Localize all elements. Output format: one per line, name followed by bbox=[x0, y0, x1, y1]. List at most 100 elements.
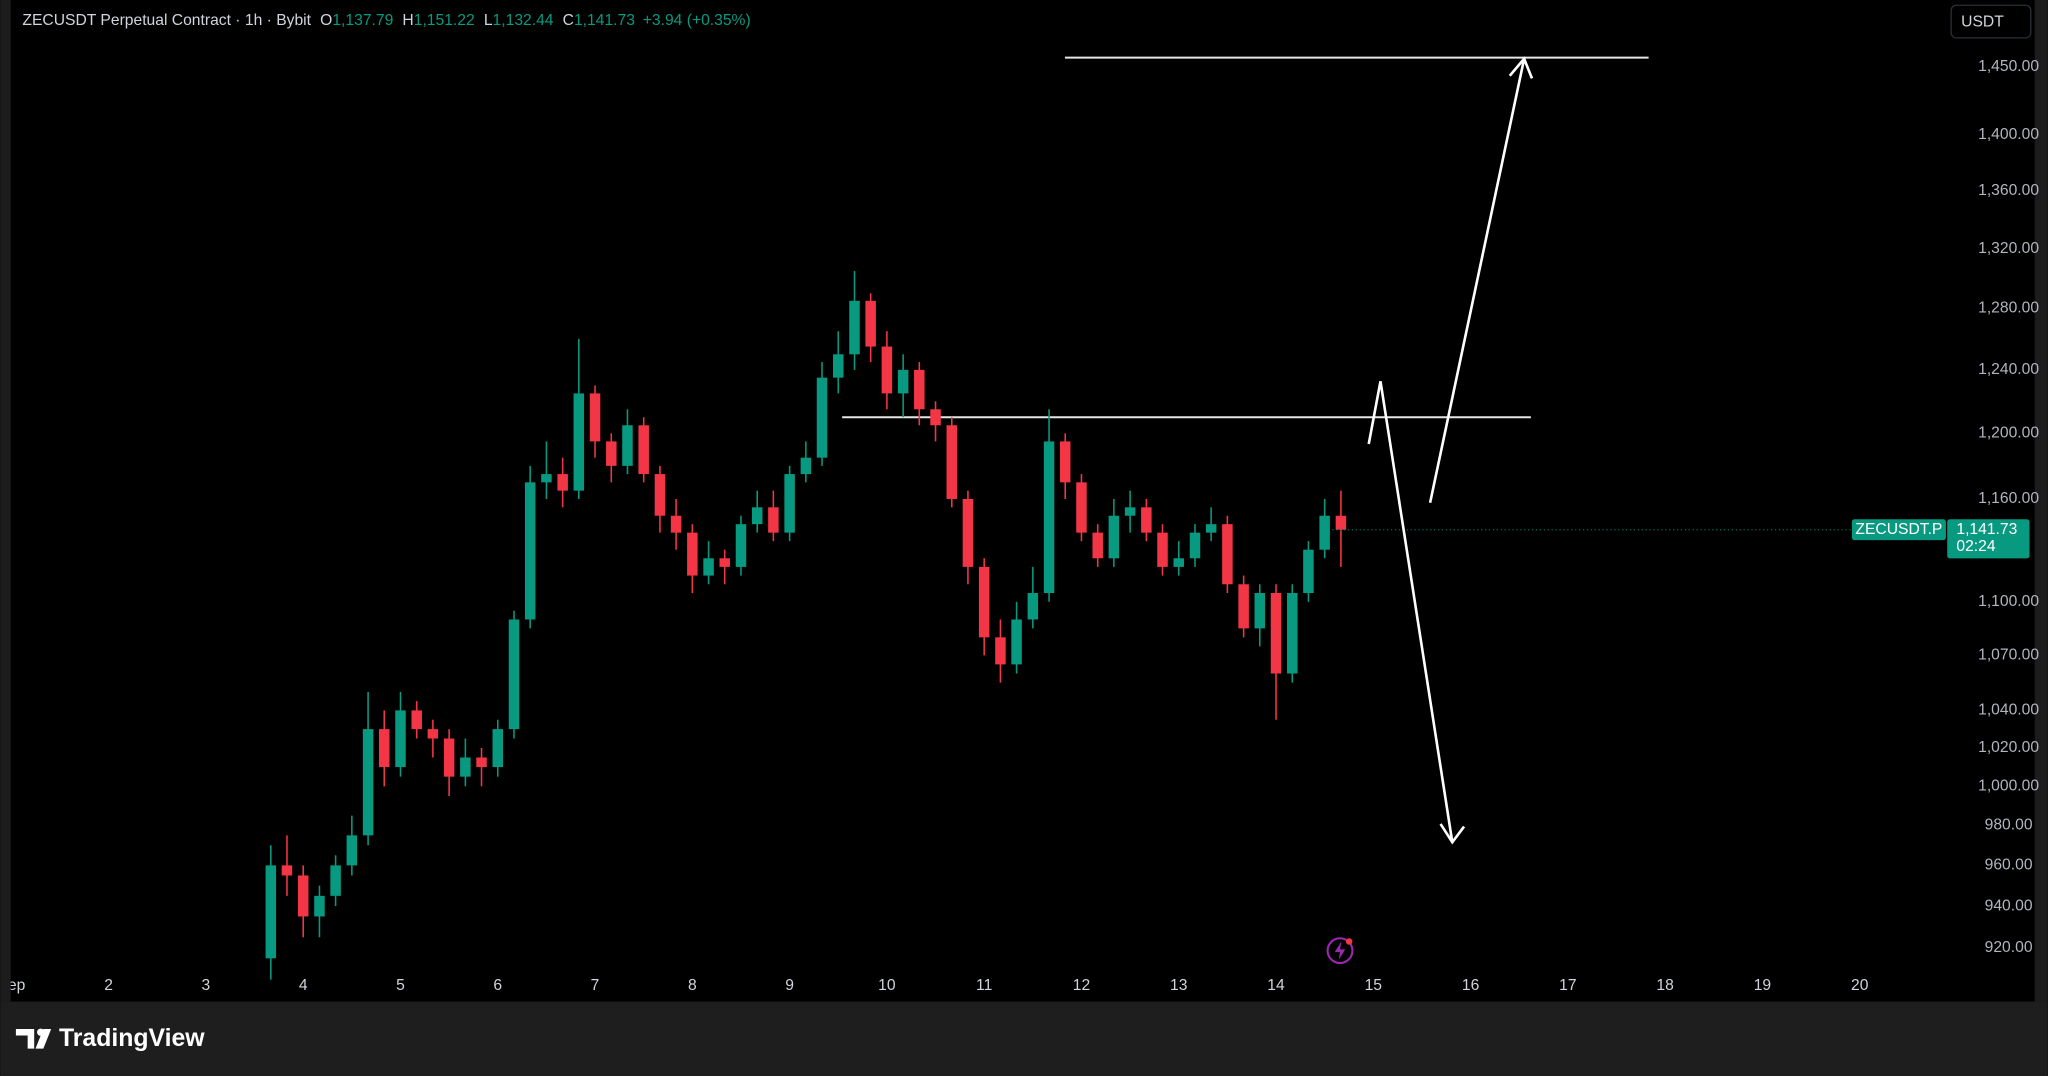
candle-body bbox=[1189, 532, 1201, 559]
candle-body bbox=[1108, 515, 1120, 559]
left-strip bbox=[0, 0, 11, 1002]
candle-body bbox=[703, 558, 714, 576]
footer bbox=[0, 1001, 2048, 1076]
candle-body bbox=[1043, 441, 1055, 594]
candle-body bbox=[265, 865, 277, 959]
x-tick-label: 19 bbox=[1754, 977, 1771, 994]
symbol-tag bbox=[1851, 519, 1946, 541]
candle-body bbox=[800, 457, 812, 475]
brand[interactable]: TradingView bbox=[15, 1025, 205, 1052]
y-tick-label: 920.00 bbox=[1985, 939, 2033, 956]
x-tick-label: 6 bbox=[493, 977, 502, 994]
price-tag bbox=[1947, 519, 2030, 559]
candle-body bbox=[946, 425, 958, 499]
candle-body bbox=[670, 515, 682, 533]
legend-header: ZECUSDT Perpetual Contract · 1h · Bybit O… bbox=[22, 12, 750, 29]
currency-button[interactable]: USDT bbox=[1950, 4, 2032, 39]
down-arrow-head bbox=[1439, 823, 1466, 845]
candle-body bbox=[1303, 549, 1314, 594]
y-tick-label: 1,000.00 bbox=[1978, 777, 2039, 794]
candle-body bbox=[1173, 558, 1184, 567]
candle-body bbox=[1238, 584, 1249, 629]
ohlc-value: 1,141.73 bbox=[574, 12, 635, 29]
x-tick-label: 20 bbox=[1851, 977, 1869, 994]
candle-body bbox=[492, 729, 504, 768]
candle-body bbox=[638, 425, 649, 475]
x-tick-label: 17 bbox=[1559, 977, 1576, 994]
x-tick-label: 4 bbox=[299, 977, 308, 994]
currency-label: USDT bbox=[1961, 13, 2004, 30]
x-tick-label: 10 bbox=[878, 977, 896, 994]
candle-body bbox=[346, 835, 358, 866]
candle-body bbox=[589, 393, 601, 442]
drawing-arrows bbox=[1367, 56, 1534, 845]
candle-body bbox=[881, 346, 893, 394]
y-tick-label: 940.00 bbox=[1985, 897, 2033, 914]
candle-body bbox=[1270, 593, 1282, 674]
candle-body bbox=[427, 729, 439, 739]
candle-body bbox=[330, 865, 341, 896]
y-tick-label: 980.00 bbox=[1985, 817, 2033, 834]
candle-body bbox=[865, 300, 876, 347]
x-tick-label: 11 bbox=[976, 977, 992, 994]
candle-body bbox=[476, 757, 487, 768]
candle-body bbox=[411, 710, 422, 730]
y-tick-label: 1,240.00 bbox=[1978, 361, 2039, 378]
candle-body bbox=[735, 524, 747, 567]
up-arrow-head bbox=[1508, 56, 1534, 79]
candle-body bbox=[1157, 532, 1168, 567]
x-tick-label: 7 bbox=[591, 977, 600, 994]
ohlc-value: 1,151.22 bbox=[414, 12, 475, 29]
change-value: +3.94 (+0.35%) bbox=[643, 12, 751, 29]
x-tick-label: 5 bbox=[396, 977, 405, 994]
candle-body bbox=[1254, 593, 1266, 629]
candle-body bbox=[508, 619, 520, 730]
candle-body bbox=[524, 482, 536, 620]
replay-icon[interactable] bbox=[1326, 937, 1354, 965]
candle-body bbox=[443, 738, 455, 777]
ohlc-key: L bbox=[484, 12, 493, 29]
candle-body bbox=[930, 409, 941, 426]
candle-body bbox=[833, 354, 844, 378]
candle-body bbox=[1205, 524, 1217, 533]
right-strip bbox=[2034, 0, 2048, 1002]
ohlc-key: C bbox=[563, 12, 574, 29]
candle-body bbox=[1319, 515, 1330, 550]
y-tick-label: 1,040.00 bbox=[1978, 702, 2039, 719]
candle-body bbox=[1335, 515, 1347, 530]
candle-body bbox=[1287, 593, 1298, 674]
price-tag-label: 1,141.73 bbox=[1956, 521, 2017, 538]
candle-body bbox=[378, 729, 390, 768]
candle-body bbox=[362, 729, 374, 836]
candle-body bbox=[978, 566, 990, 638]
candle-body bbox=[849, 300, 860, 355]
candle-body bbox=[395, 710, 406, 768]
x-tick-label: 12 bbox=[1073, 977, 1090, 994]
x-tick-label: 2 bbox=[104, 977, 113, 994]
candle-body bbox=[719, 558, 730, 567]
x-tick-label: 9 bbox=[785, 977, 794, 994]
candle-body bbox=[314, 895, 325, 917]
x-tick-label: 15 bbox=[1365, 977, 1383, 994]
x-tick-label: 14 bbox=[1267, 977, 1285, 994]
candle-body bbox=[1222, 524, 1233, 585]
candle-body bbox=[622, 425, 633, 466]
candle-body bbox=[1092, 532, 1103, 559]
candle-body bbox=[784, 474, 795, 533]
ohlc-key: H bbox=[402, 12, 413, 29]
x-tick-label: Sep bbox=[0, 977, 26, 994]
candle-body bbox=[1027, 593, 1039, 620]
x-tick-label: 16 bbox=[1462, 977, 1480, 994]
y-tick-label: 1,320.00 bbox=[1978, 240, 2039, 257]
y-tick-label: 1,020.00 bbox=[1978, 739, 2039, 756]
x-tick-label: 13 bbox=[1170, 977, 1188, 994]
candle-body bbox=[1059, 441, 1071, 483]
brand-name: TradingView bbox=[59, 1025, 205, 1052]
candle-body bbox=[297, 875, 309, 917]
candle-body bbox=[1124, 507, 1136, 516]
symbol-title: ZECUSDT Perpetual Contract · 1h · Bybit bbox=[22, 12, 311, 29]
x-tick-label: 8 bbox=[688, 977, 697, 994]
